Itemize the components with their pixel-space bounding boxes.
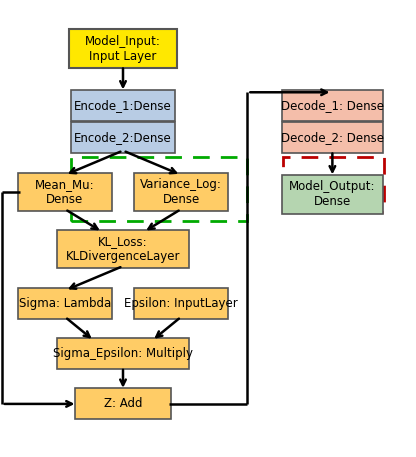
FancyBboxPatch shape	[71, 122, 175, 153]
Bar	[71, 156, 248, 221]
Text: Model_Output:
Dense: Model_Output: Dense	[289, 181, 376, 208]
FancyBboxPatch shape	[57, 229, 189, 268]
Text: Epsilon: InputLayer: Epsilon: InputLayer	[124, 297, 238, 310]
FancyBboxPatch shape	[57, 338, 189, 369]
FancyBboxPatch shape	[75, 388, 171, 420]
FancyBboxPatch shape	[18, 288, 111, 319]
FancyBboxPatch shape	[282, 90, 383, 121]
FancyBboxPatch shape	[282, 175, 383, 214]
Text: Variance_Log:
Dense: Variance_Log: Dense	[140, 178, 222, 206]
Text: Sigma_Epsilon: Multiply: Sigma_Epsilon: Multiply	[53, 347, 193, 360]
FancyBboxPatch shape	[282, 122, 383, 153]
FancyBboxPatch shape	[18, 173, 111, 212]
Text: Model_Input:
Input Layer: Model_Input: Input Layer	[85, 35, 161, 63]
FancyBboxPatch shape	[134, 173, 228, 212]
Text: KL_Loss:
KLDivergenceLayer: KL_Loss: KLDivergenceLayer	[66, 235, 180, 263]
Text: Sigma: Lambda: Sigma: Lambda	[19, 297, 111, 310]
Text: Z: Add: Z: Add	[104, 398, 142, 410]
Text: Decode_1: Dense: Decode_1: Dense	[281, 99, 384, 112]
Bar	[282, 156, 384, 212]
FancyBboxPatch shape	[71, 90, 175, 121]
Text: Encode_1:Dense: Encode_1:Dense	[74, 99, 172, 112]
Text: Encode_2:Dense: Encode_2:Dense	[74, 131, 172, 144]
FancyBboxPatch shape	[69, 29, 177, 68]
FancyBboxPatch shape	[134, 288, 228, 319]
Text: Mean_Mu:
Dense: Mean_Mu: Dense	[35, 178, 95, 206]
Text: Decode_2: Dense: Decode_2: Dense	[281, 131, 384, 144]
